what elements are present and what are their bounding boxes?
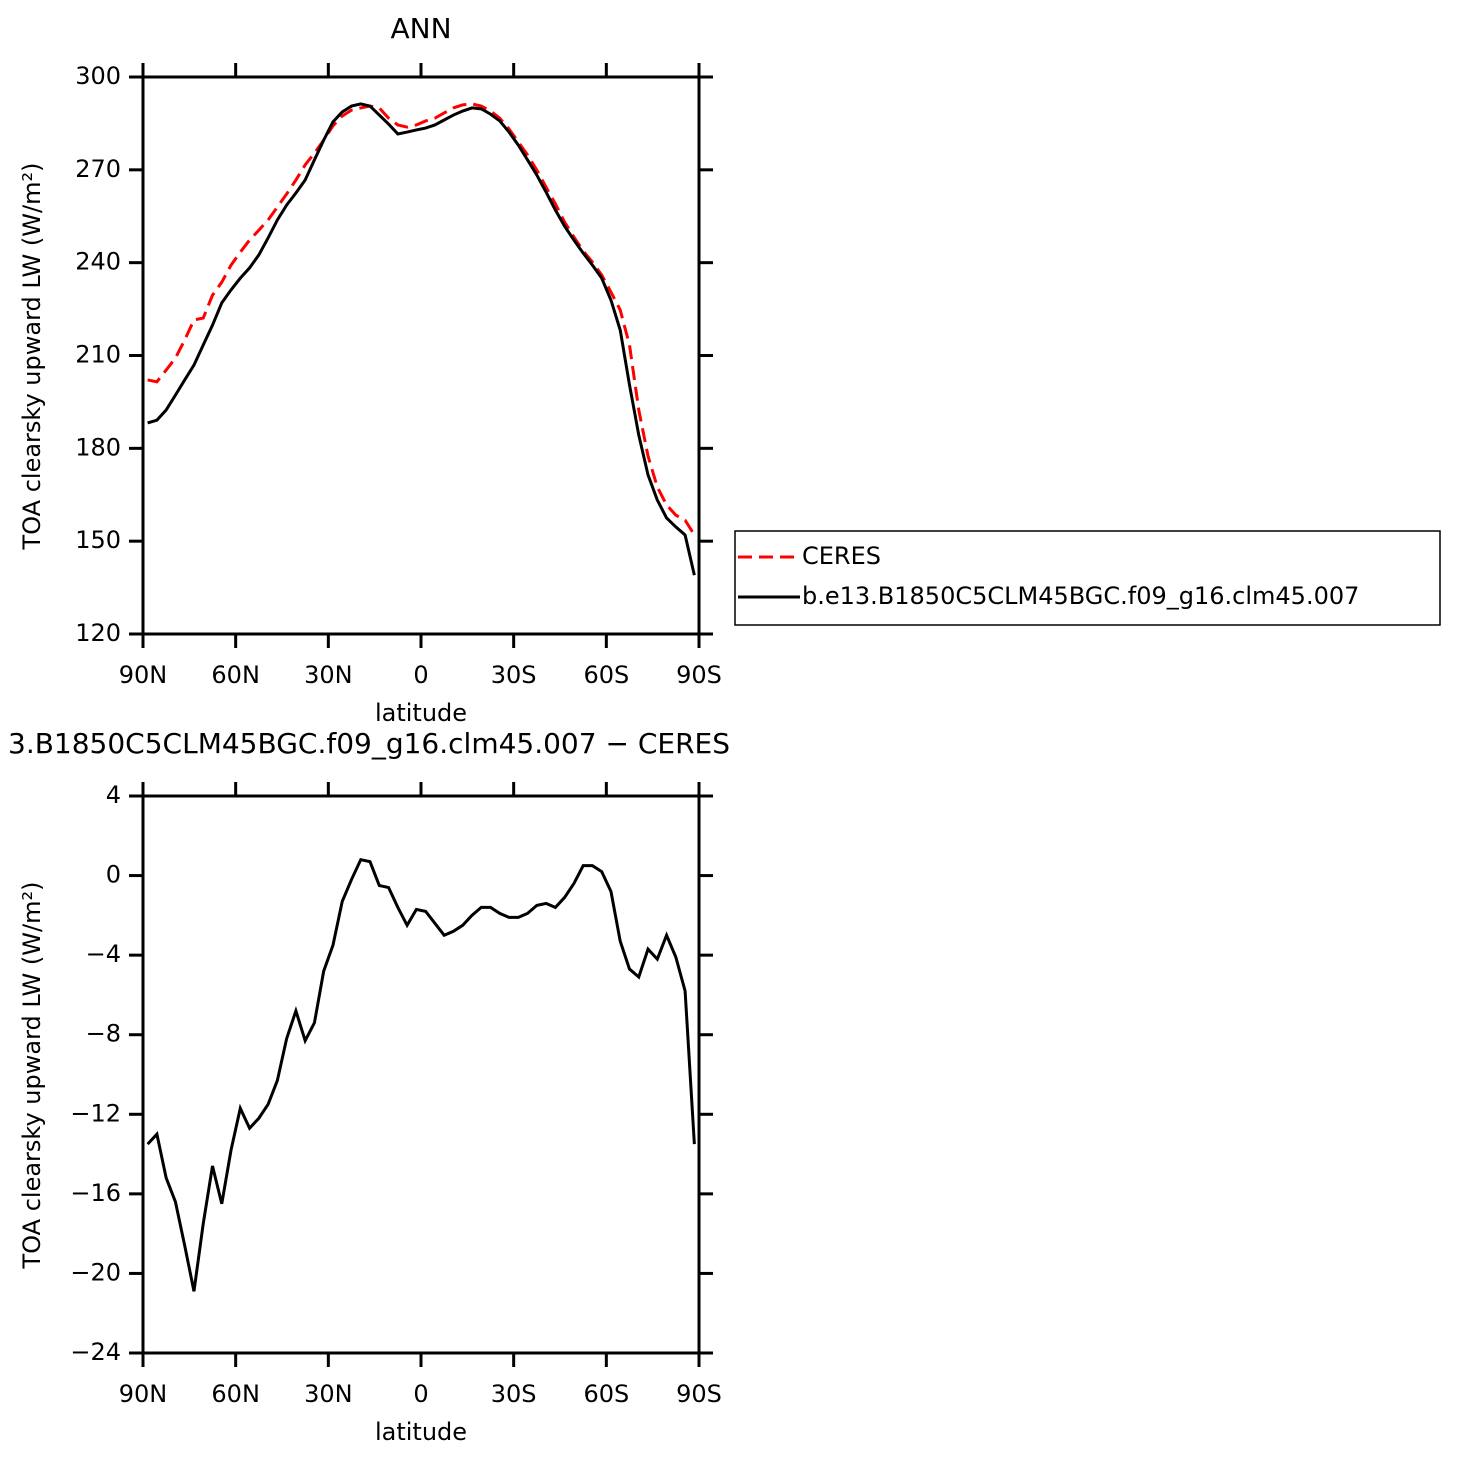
x-tick-label: 30S (491, 661, 537, 689)
y-tick-label: −16 (70, 1179, 121, 1207)
x-axis-label: latitude (375, 1418, 467, 1446)
y-tick-label: −8 (86, 1020, 121, 1048)
y-axis-label: TOA clearsky upward LW (W/m²) (18, 163, 46, 551)
x-tick-label: 90N (119, 661, 168, 689)
y-tick-label: 240 (75, 248, 121, 276)
y-axis-label: TOA clearsky upward LW (W/m²) (18, 882, 46, 1270)
y-tick-label: 210 (75, 341, 121, 369)
y-tick-label: 4 (106, 781, 121, 809)
x-tick-label: 30S (491, 1380, 537, 1408)
x-axis-label: latitude (375, 699, 467, 727)
legend-label: b.e13.B1850C5CLM45BGC.f09_g16.clm45.007 (802, 582, 1359, 610)
y-tick-label: 0 (106, 861, 121, 889)
x-tick-label: 60N (211, 1380, 260, 1408)
x-tick-label: 60S (583, 661, 629, 689)
chart-title: 3.B1850C5CLM45BGC.f09_g16.clm45.007 − CE… (8, 727, 730, 760)
y-tick-label: −4 (86, 940, 121, 968)
x-tick-label: 90N (119, 1380, 168, 1408)
y-tick-label: 150 (75, 526, 121, 554)
x-tick-label: 30N (304, 661, 353, 689)
legend-box (734, 530, 1441, 626)
x-tick-label: 30N (304, 1380, 353, 1408)
plot-frame (141, 794, 701, 1355)
x-tick-label: 60N (211, 661, 260, 689)
line (147, 102, 696, 536)
line (147, 102, 696, 576)
chart-title: ANN (390, 12, 451, 45)
x-tick-label: 90S (676, 1380, 722, 1408)
x-tick-label: 90S (676, 661, 722, 689)
line (146, 857, 696, 1292)
plot-frame (141, 75, 701, 636)
y-tick-label: 300 (75, 62, 121, 90)
y-tick-label: 180 (75, 433, 121, 461)
y-tick-label: −12 (70, 1099, 121, 1127)
x-tick-label: 60S (583, 1380, 629, 1408)
y-tick-label: 270 (75, 155, 121, 183)
y-tick-label: 120 (75, 619, 121, 647)
legend-label: CERES (802, 542, 881, 570)
x-tick-label: 0 (413, 661, 428, 689)
y-tick-label: −24 (70, 1338, 121, 1366)
y-tick-label: −20 (70, 1258, 121, 1286)
x-tick-label: 0 (413, 1380, 428, 1408)
